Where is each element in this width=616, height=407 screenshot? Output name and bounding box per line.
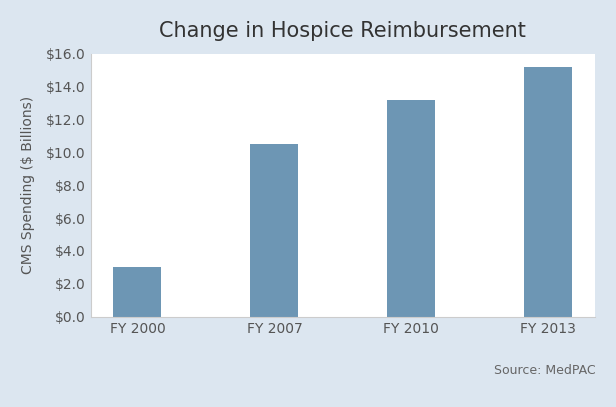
- Title: Change in Hospice Reimbursement: Change in Hospice Reimbursement: [160, 21, 526, 41]
- Bar: [113, 267, 161, 317]
- Bar: [387, 100, 436, 317]
- Bar: [251, 144, 298, 317]
- Y-axis label: CMS Spending ($ Billions): CMS Spending ($ Billions): [21, 96, 35, 274]
- Bar: [524, 67, 572, 317]
- Text: Source: MedPAC: Source: MedPAC: [493, 364, 595, 377]
